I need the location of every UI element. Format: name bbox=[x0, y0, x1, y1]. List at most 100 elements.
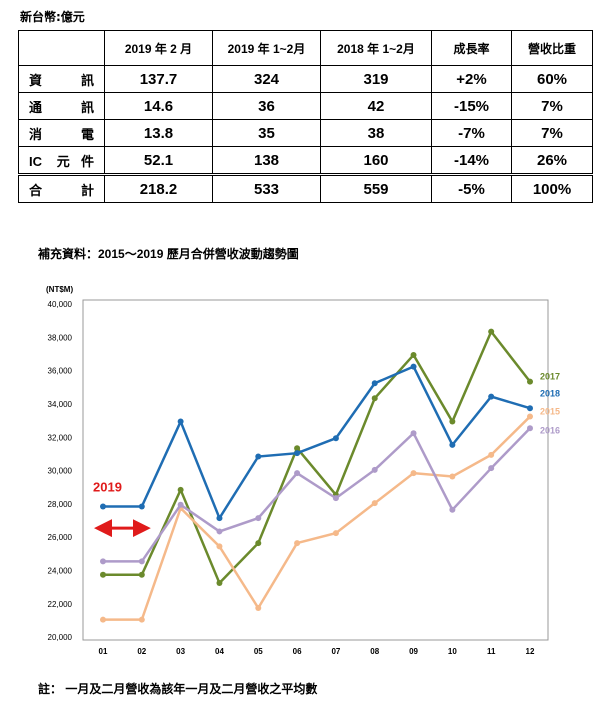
y-tick-label: 30,000 bbox=[48, 467, 73, 476]
data-point bbox=[294, 470, 301, 477]
data-point bbox=[216, 528, 223, 535]
table-cell: 13.8 bbox=[104, 119, 213, 147]
x-tick-label: 06 bbox=[293, 647, 302, 656]
data-point bbox=[138, 616, 145, 623]
table-cell: 100% bbox=[511, 173, 593, 203]
table-row: 資訊 137.7 324 319 +2% 60% bbox=[18, 65, 593, 93]
y-tick-label: 32,000 bbox=[48, 433, 73, 442]
data-point bbox=[449, 506, 456, 513]
table-row: IC 元件 52.1 138 160 -14% 26% bbox=[18, 146, 593, 175]
data-point bbox=[100, 616, 106, 623]
table-cell: 324 bbox=[212, 65, 321, 93]
x-tick-label: 07 bbox=[331, 647, 340, 656]
column-header: 2018 年 1~2月 bbox=[320, 30, 432, 66]
table-cell: -5% bbox=[431, 173, 512, 203]
corner-cell bbox=[18, 30, 105, 66]
table-cell: 60% bbox=[511, 65, 593, 93]
table-cell: 137.7 bbox=[104, 65, 213, 93]
table-row: 消電 13.8 35 38 -7% 7% bbox=[18, 119, 593, 147]
header-row: 2019 年 2 月 2019 年 1~2月 2018 年 1~2月 成長率 營收比重 bbox=[18, 30, 593, 66]
note: 註： 一月及二月營收為該年一月及二月營收之平均數 bbox=[38, 681, 317, 696]
data-point bbox=[527, 425, 533, 432]
data-point bbox=[449, 473, 456, 480]
data-point bbox=[255, 540, 262, 547]
data-point bbox=[371, 395, 378, 402]
data-point bbox=[332, 435, 339, 442]
data-point bbox=[527, 378, 533, 385]
series-label: 2017 bbox=[540, 371, 560, 381]
column-header: 2019 年 2 月 bbox=[104, 30, 213, 66]
data-point bbox=[371, 466, 378, 473]
x-tick-label: 10 bbox=[448, 647, 457, 656]
data-point bbox=[488, 328, 495, 335]
series-label: 2019 bbox=[93, 479, 122, 494]
y-tick-label: 24,000 bbox=[48, 567, 73, 576]
revenue-table: 2019 年 2 月 2019 年 1~2月 2018 年 1~2月 成長率 營收比重資… bbox=[18, 30, 593, 203]
data-point bbox=[216, 580, 223, 587]
x-tick-label: 08 bbox=[370, 647, 379, 656]
table-cell: 52.1 bbox=[104, 146, 213, 175]
data-point bbox=[410, 470, 417, 477]
series-label: 2016 bbox=[540, 425, 560, 435]
data-point bbox=[138, 571, 145, 578]
y-tick-label: 20,000 bbox=[48, 633, 73, 642]
data-point bbox=[371, 500, 378, 507]
table-row: 通訊 14.6 36 42 -15% 7% bbox=[18, 92, 593, 120]
y-tick-label: 28,000 bbox=[48, 500, 73, 509]
plot-frame bbox=[82, 299, 549, 641]
row-label: 通訊 bbox=[18, 92, 105, 120]
x-tick-label: 01 bbox=[99, 647, 108, 656]
data-point bbox=[100, 571, 106, 578]
y-tick-label: 34,000 bbox=[48, 400, 73, 409]
data-point bbox=[488, 393, 495, 400]
data-point bbox=[216, 543, 223, 550]
data-point bbox=[410, 363, 417, 370]
data-point bbox=[177, 501, 184, 508]
data-point bbox=[294, 450, 301, 457]
data-point bbox=[488, 465, 495, 472]
data-point bbox=[216, 515, 223, 522]
y-tick-label: 40,000 bbox=[48, 300, 73, 309]
table-cell: 14.6 bbox=[104, 92, 213, 120]
table-cell: 26% bbox=[511, 146, 593, 175]
series-label: 2018 bbox=[540, 388, 560, 398]
data-point bbox=[100, 558, 106, 565]
x-tick-label: 03 bbox=[176, 647, 185, 656]
table-cell: -14% bbox=[431, 146, 512, 175]
data-point bbox=[177, 418, 184, 425]
data-point bbox=[332, 530, 339, 537]
table-cell: 138 bbox=[212, 146, 321, 175]
x-tick-label: 04 bbox=[215, 647, 224, 656]
data-point bbox=[177, 486, 184, 493]
data-point bbox=[294, 540, 301, 547]
table-cell: 160 bbox=[320, 146, 432, 175]
table-cell: 7% bbox=[511, 119, 593, 147]
data-point bbox=[294, 445, 301, 452]
table-row: 合計 218.2 533 559 -5% 100% bbox=[18, 173, 593, 203]
table-cell: 36 bbox=[212, 92, 321, 120]
data-point bbox=[255, 605, 262, 612]
series-line bbox=[103, 415, 531, 621]
data-point bbox=[410, 351, 417, 358]
unit-label: 新台幣:億元 bbox=[20, 10, 85, 24]
table-cell: 533 bbox=[212, 173, 321, 203]
x-tick-label: 02 bbox=[137, 647, 146, 656]
row-label: 資訊 bbox=[18, 65, 105, 93]
table-cell: -15% bbox=[431, 92, 512, 120]
data-point bbox=[138, 558, 145, 565]
data-point bbox=[371, 380, 378, 387]
x-tick-label: 11 bbox=[487, 647, 496, 656]
table-cell: 319 bbox=[320, 65, 432, 93]
data-point bbox=[100, 503, 106, 510]
table-cell: +2% bbox=[431, 65, 512, 93]
series-line bbox=[103, 427, 531, 563]
data-point bbox=[527, 405, 533, 412]
y-tick-label: 36,000 bbox=[48, 367, 73, 376]
data-point bbox=[138, 503, 145, 510]
table-cell: 42 bbox=[320, 92, 432, 120]
data-point bbox=[410, 430, 417, 437]
series-label: 2015 bbox=[540, 406, 560, 416]
y-tick-label: 22,000 bbox=[48, 600, 73, 609]
